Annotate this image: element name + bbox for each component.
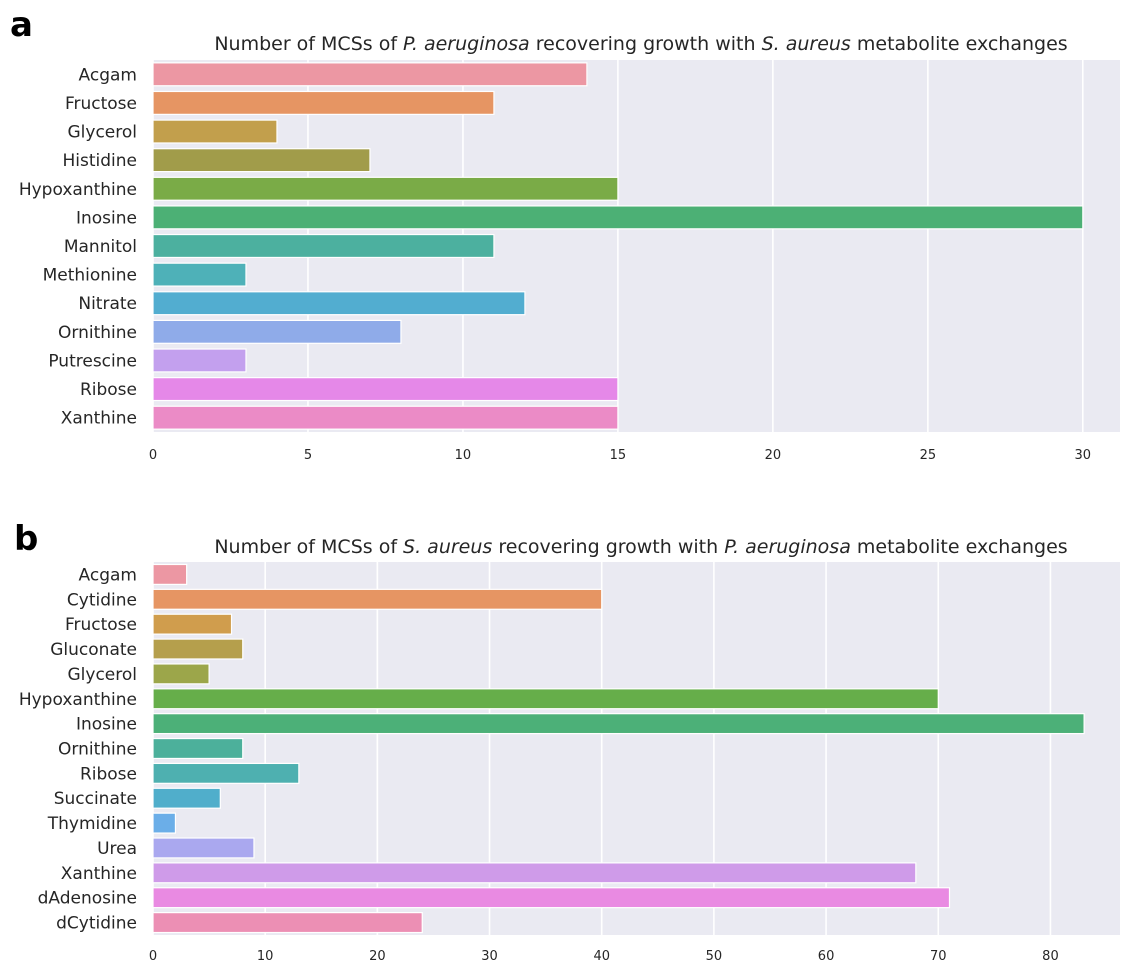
category-label: Glycerol [67, 123, 137, 143]
x-tick-label: 50 [706, 949, 723, 961]
x-tick-label: 20 [369, 949, 386, 961]
bar-xanthine [152, 862, 917, 884]
bar-fructose [152, 90, 495, 115]
chart-title: Number of MCSs of P. aeruginosa recoveri… [214, 33, 1067, 55]
x-tick-label: 30 [481, 949, 498, 961]
category-label: Glycerol [67, 665, 137, 685]
bar-putrescine [152, 348, 247, 373]
bar-methionine [152, 262, 247, 287]
category-label: Cytidine [67, 590, 137, 610]
category-label: Inosine [76, 208, 137, 228]
category-label: Methionine [43, 266, 137, 286]
bar-glycerol [152, 663, 210, 685]
chart-title: Number of MCSs of S. aureus recovering g… [214, 536, 1067, 558]
bar-cytidine [152, 588, 603, 610]
x-tick-label: 0 [149, 949, 157, 961]
bar-urea [152, 837, 255, 859]
x-tick-label: 40 [593, 949, 610, 961]
category-label: Mannitol [64, 237, 137, 257]
bar-dcytidine [152, 912, 423, 934]
category-label: Fructose [65, 94, 137, 114]
title-part: S. aureus [762, 33, 851, 55]
panel-label: a [10, 5, 33, 45]
title-part: recovering growth with [530, 33, 762, 55]
x-tick-label: 25 [920, 448, 937, 463]
x-tick-label: 15 [610, 448, 627, 463]
bar-hypoxanthine [152, 688, 939, 710]
title-part: metabolite exchanges [851, 536, 1068, 558]
category-label: Hypoxanthine [19, 180, 137, 200]
bar-inosine [152, 713, 1085, 735]
category-label: Ribose [80, 764, 137, 784]
category-label: Ornithine [58, 740, 137, 760]
bar-xanthine [152, 405, 619, 430]
chart-panel-b: b Number of MCSs of S. aureus recovering … [14, 519, 1120, 961]
bar-ribose [152, 377, 619, 402]
x-tick-label: 80 [1042, 949, 1059, 961]
x-tick-label: 70 [930, 949, 947, 961]
bar-thymidine [152, 812, 177, 834]
category-label: Xanthine [61, 864, 137, 884]
title-part: P. aeruginosa [403, 33, 530, 55]
category-label: Hypoxanthine [19, 690, 137, 710]
bar-ornithine [152, 737, 244, 760]
title-part: P. aeruginosa [724, 536, 851, 558]
bar-glycerol [152, 119, 278, 144]
bar-acgam [152, 62, 588, 87]
category-label: Nitrate [78, 294, 137, 314]
category-label: Succinate [54, 789, 137, 809]
bar-histidine [152, 148, 371, 173]
x-tick-label: 60 [818, 949, 835, 961]
category-label: Acgam [79, 565, 137, 585]
x-tick-label: 10 [257, 949, 274, 961]
title-part: Number of MCSs of [214, 33, 403, 55]
bar-ribose [152, 762, 300, 784]
category-label: dAdenosine [38, 889, 137, 909]
bar-gluconate [152, 638, 244, 660]
category-label: Ornithine [58, 323, 137, 343]
title-part: recovering growth with [492, 536, 724, 558]
bar-acgam [152, 563, 188, 585]
title-part: Number of MCSs of [214, 536, 403, 558]
x-tick-label: 0 [149, 448, 157, 463]
bar-mannitol [152, 233, 495, 259]
title-part: metabolite exchanges [851, 33, 1068, 55]
category-label: dCytidine [56, 914, 137, 934]
chart-panel-a: a Number of MCSs of P. aeruginosa recover… [10, 5, 1120, 463]
bar-ornithine [152, 319, 402, 344]
bar-succinate [152, 787, 221, 809]
bar-inosine [152, 205, 1084, 230]
category-label: Xanthine [61, 409, 137, 429]
category-label: Urea [97, 839, 137, 859]
category-label: Gluconate [50, 640, 137, 660]
category-label: Inosine [76, 715, 137, 735]
x-tick-label: 5 [304, 448, 312, 463]
x-tick-label: 20 [765, 448, 782, 463]
x-tick-label: 30 [1075, 448, 1092, 463]
title-part: S. aureus [403, 536, 492, 558]
bar-fructose [152, 613, 233, 635]
category-label: Histidine [63, 151, 138, 171]
category-label: Acgam [79, 65, 137, 85]
category-label: Putrescine [48, 351, 137, 371]
bar-dadenosine [152, 887, 951, 909]
category-label: Fructose [65, 615, 137, 635]
panel-label: b [14, 519, 38, 559]
bar-nitrate [152, 291, 526, 316]
x-tick-label: 10 [455, 448, 472, 463]
bar-hypoxanthine [152, 176, 619, 201]
category-label: Ribose [80, 380, 137, 400]
category-label: Thymidine [47, 814, 137, 834]
